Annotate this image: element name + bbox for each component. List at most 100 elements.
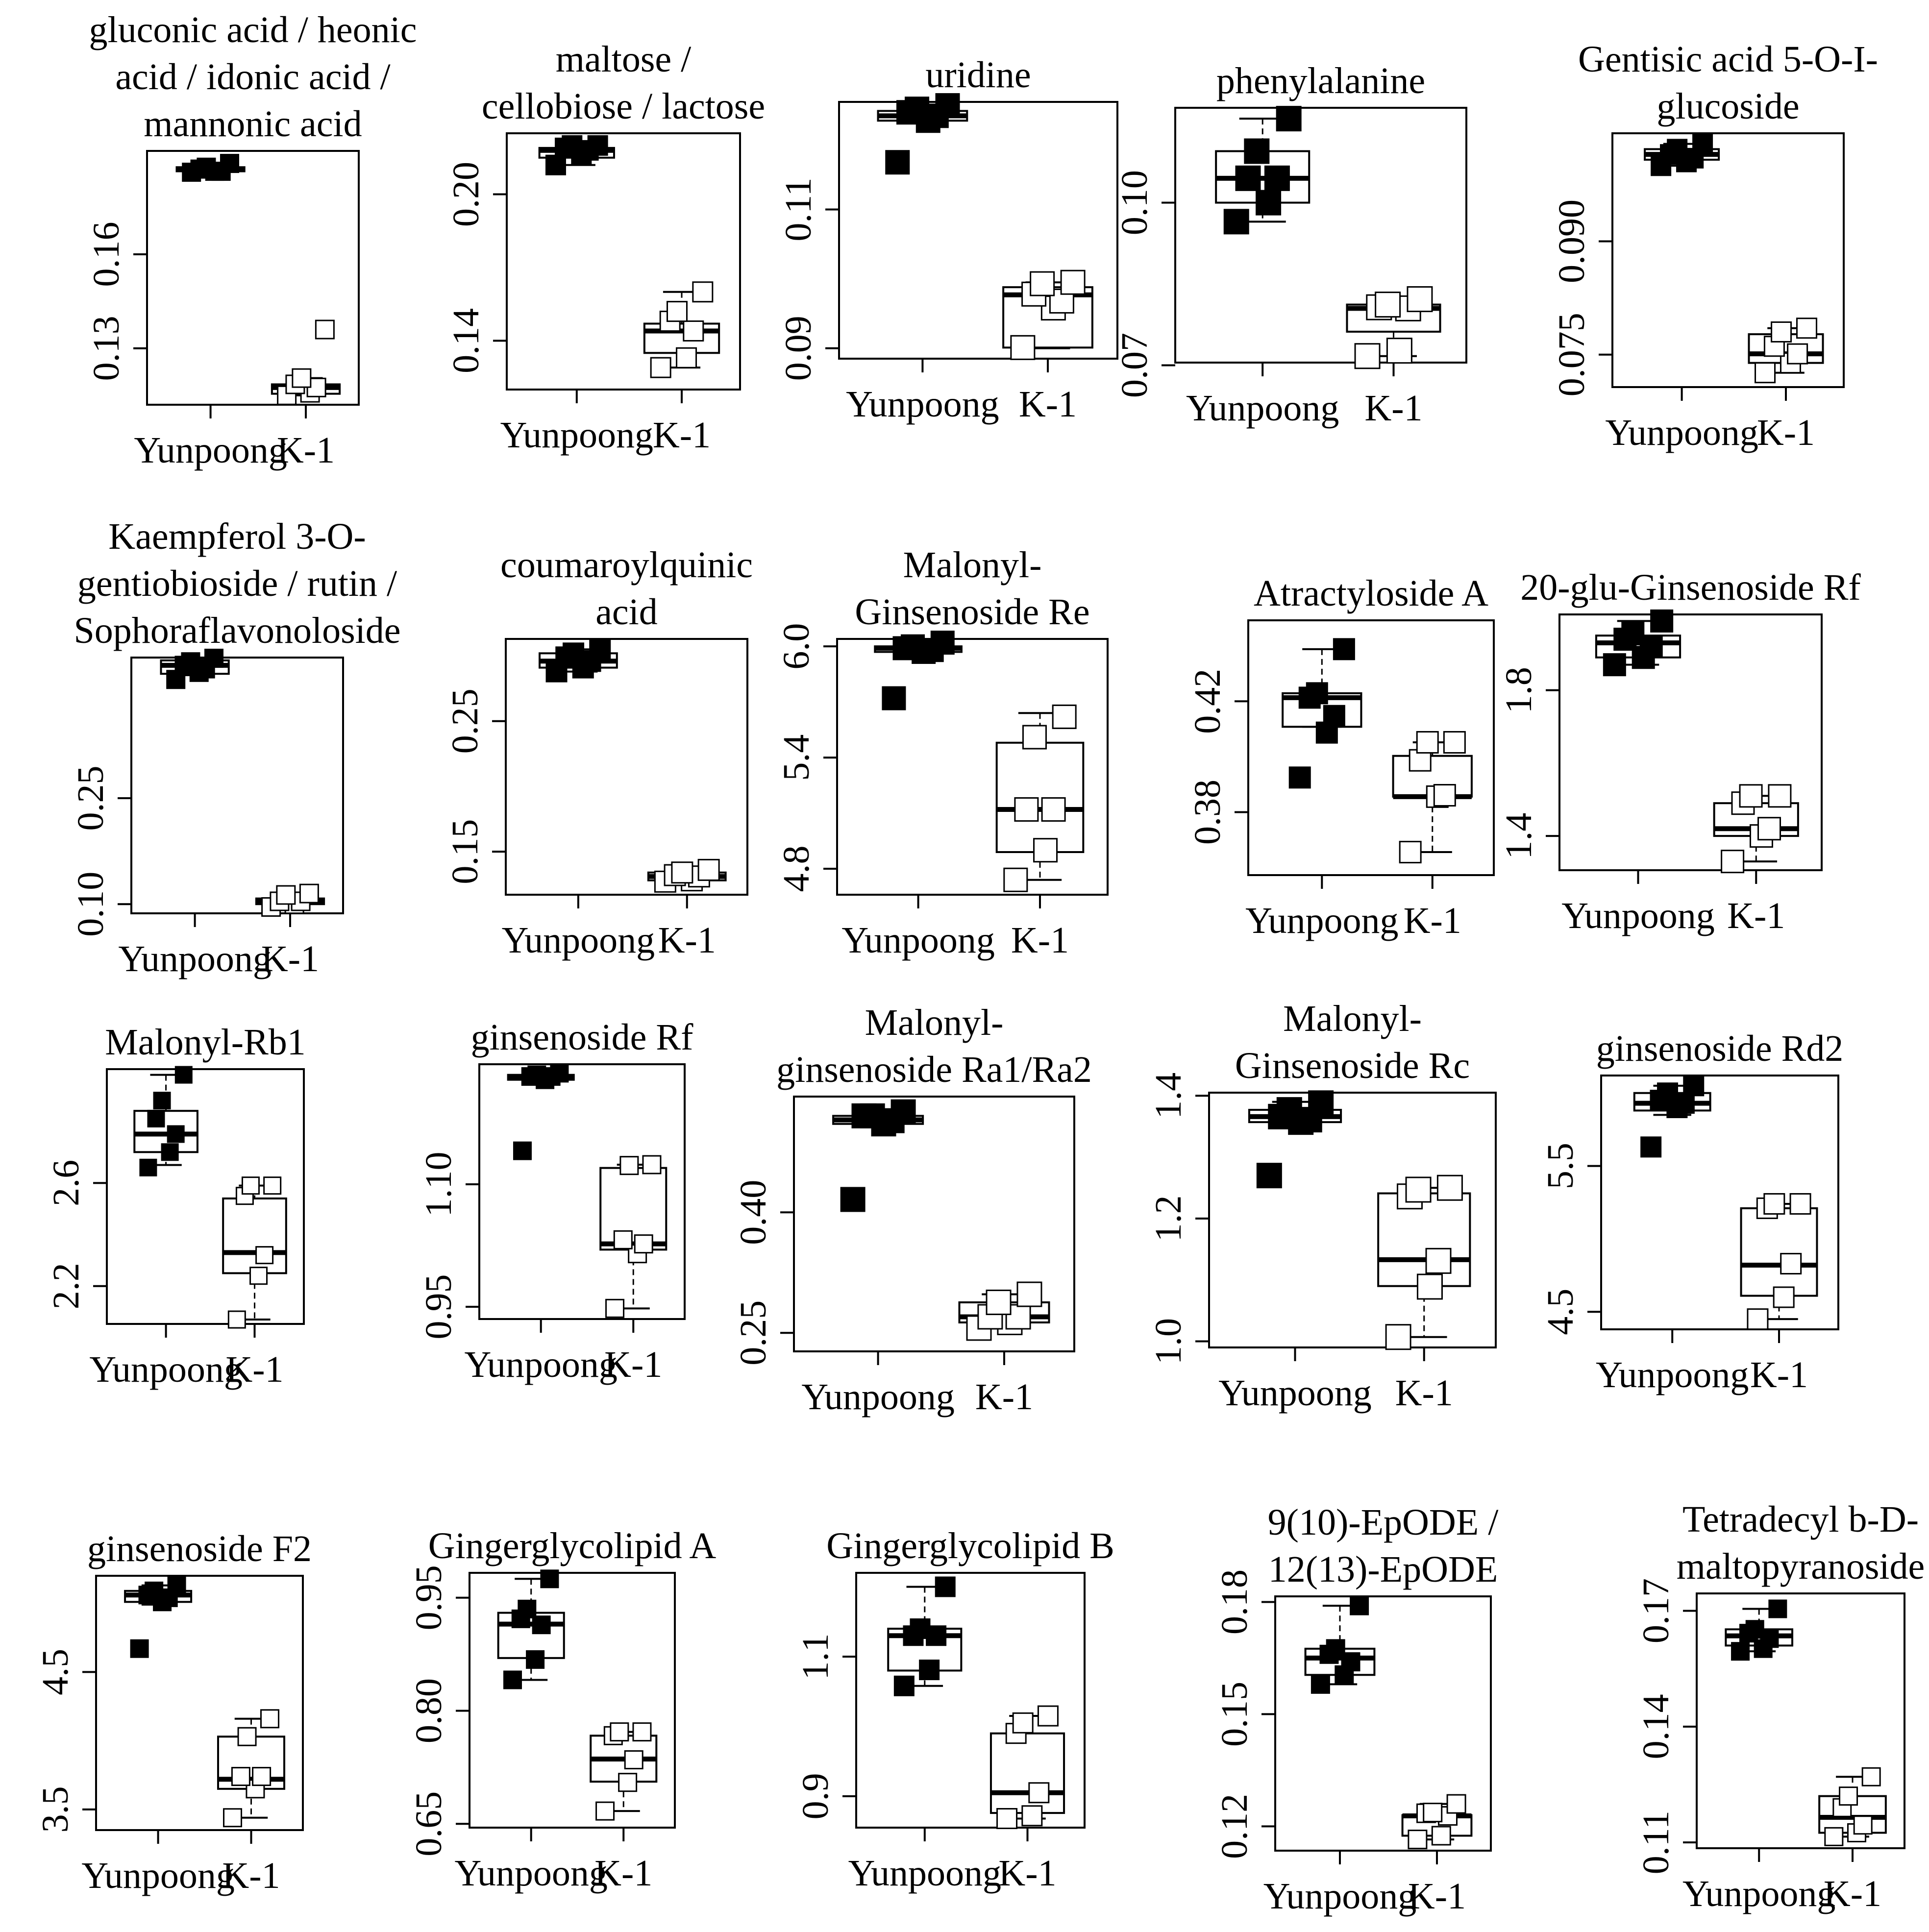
y-tick-label: 0.13	[86, 316, 127, 381]
point-k1	[1416, 731, 1439, 754]
plot-frame	[106, 1068, 305, 1325]
plot-frame	[95, 1575, 304, 1831]
x-category-label: K-1	[604, 1344, 662, 1385]
panel-title-line: cellobiose / lactose	[482, 86, 765, 127]
point-k1	[595, 1801, 615, 1821]
panel-title-line: acid	[595, 591, 658, 633]
point-yunpoong	[890, 1099, 916, 1125]
panel-title-line: maltopyranoside	[1677, 1546, 1925, 1587]
point-k1	[692, 281, 714, 303]
x-category-label: Yunpoong	[841, 920, 994, 961]
x-category-label: Yunpoong	[134, 430, 287, 471]
x-category-label: K-1	[1011, 920, 1069, 961]
point-k1	[237, 1727, 257, 1746]
x-category-label: K-1	[594, 1853, 652, 1894]
point-yunpoong	[197, 157, 216, 177]
point-yunpoong	[550, 1064, 569, 1083]
point-yunpoong	[527, 1065, 546, 1084]
plot-frame	[1208, 1092, 1497, 1348]
box-iqr	[222, 1197, 287, 1274]
panel-9: Atractyloside A 0.38 0.42 Yunpoong K-1	[1187, 573, 1495, 941]
y-tick-label: 5.4	[776, 734, 817, 781]
x-category-label: K-1	[1364, 388, 1422, 429]
panel-title-line: 12(13)-EpODE	[1268, 1549, 1498, 1590]
point-yunpoong	[145, 1581, 164, 1600]
point-yunpoong	[885, 150, 910, 175]
point-yunpoong	[1621, 620, 1645, 644]
panel-title-line: mannonic acid	[144, 103, 362, 145]
x-category-label: Yunpoong	[1186, 388, 1339, 429]
panel-title-line: gluconic acid / heonic	[89, 9, 417, 50]
x-category-label: Yunpoong	[1605, 412, 1758, 453]
point-yunpoong	[1657, 1082, 1679, 1104]
point-k1	[624, 1750, 643, 1770]
point-yunpoong	[930, 631, 955, 655]
panel-title-line: Atractyloside A	[1254, 573, 1488, 614]
box-iqr	[1740, 1207, 1818, 1297]
y-tick-label: 1.0	[1148, 1318, 1189, 1365]
point-k1	[613, 1230, 633, 1249]
x-category-label: Yunpoong	[846, 384, 999, 425]
point-k1	[1416, 1273, 1443, 1300]
x-category-label: K-1	[1395, 1372, 1453, 1414]
panel-20: Tetradecyl b-D-maltopyranoside 0.11 0.14 0.…	[1635, 1499, 1925, 1914]
point-yunpoong	[1323, 705, 1345, 727]
point-k1	[1399, 841, 1422, 864]
plot-frame	[1611, 132, 1845, 388]
point-k1	[1354, 343, 1381, 369]
point-yunpoong	[910, 1618, 931, 1639]
point-k1	[634, 1234, 653, 1254]
point-yunpoong	[181, 652, 200, 672]
point-k1	[1787, 343, 1808, 365]
panel-15: ginsenoside Rd2 4.5 5.5 Yunpoong K-1	[1540, 1028, 1843, 1395]
x-category-label: K-1	[1404, 900, 1461, 941]
point-yunpoong	[153, 1092, 171, 1110]
y-tick-label: 0.95	[408, 1565, 449, 1630]
panel-title-line: acid / idonic acid /	[115, 56, 391, 98]
panel-title-line: coumaroylquinic	[500, 544, 753, 586]
x-category-label: Yunpoong	[464, 1344, 617, 1385]
point-k1	[1861, 1767, 1881, 1786]
point-yunpoong	[1276, 106, 1302, 132]
y-tick-label: 0.25	[445, 688, 486, 754]
point-yunpoong	[1235, 165, 1261, 191]
x-category-label: Yunpoong	[89, 1349, 242, 1390]
point-yunpoong	[503, 1670, 522, 1689]
point-yunpoong	[1333, 638, 1355, 660]
plot-frame	[505, 638, 748, 896]
point-k1	[1853, 1815, 1873, 1835]
point-k1	[249, 1267, 268, 1285]
plot-frame	[478, 1063, 686, 1320]
point-k1	[1385, 1324, 1411, 1350]
x-category-label: K-1	[261, 938, 319, 979]
point-k1	[252, 1767, 272, 1786]
point-yunpoong	[1311, 1674, 1330, 1694]
x-category-label: Yunpoong	[118, 938, 271, 979]
y-tick-label: 2.2	[46, 1263, 87, 1309]
point-yunpoong	[1692, 133, 1713, 154]
point-k1	[1375, 292, 1401, 318]
point-k1	[996, 1808, 1018, 1829]
point-k1	[1431, 1826, 1451, 1846]
y-tick-label: 0.16	[86, 222, 127, 287]
x-category-label: Yunpoong	[81, 1855, 234, 1896]
panel-title-line: Gingerglycolipid A	[428, 1525, 717, 1566]
y-tick-label: 0.38	[1187, 780, 1228, 845]
y-tick-label: 0.15	[1214, 1682, 1255, 1747]
point-k1	[1747, 1308, 1769, 1330]
point-k1	[1003, 867, 1028, 892]
point-yunpoong	[893, 1675, 915, 1696]
panel-title-line: uridine	[925, 54, 1031, 96]
plot-frame	[1174, 107, 1467, 364]
y-tick-label: 0.10	[70, 872, 111, 937]
x-category-label: K-1	[1750, 1354, 1808, 1395]
point-yunpoong	[518, 1599, 537, 1618]
panel-title-line: gentiobioside / rutin /	[77, 563, 397, 604]
box-iqr	[599, 1167, 668, 1251]
point-yunpoong	[174, 1066, 193, 1084]
panel-title-line: Ginsenoside Rc	[1235, 1045, 1470, 1086]
point-k1	[610, 1722, 629, 1742]
x-category-label: K-1	[658, 920, 716, 961]
panel-title-line: Kaempferol 3-O-	[108, 516, 366, 557]
